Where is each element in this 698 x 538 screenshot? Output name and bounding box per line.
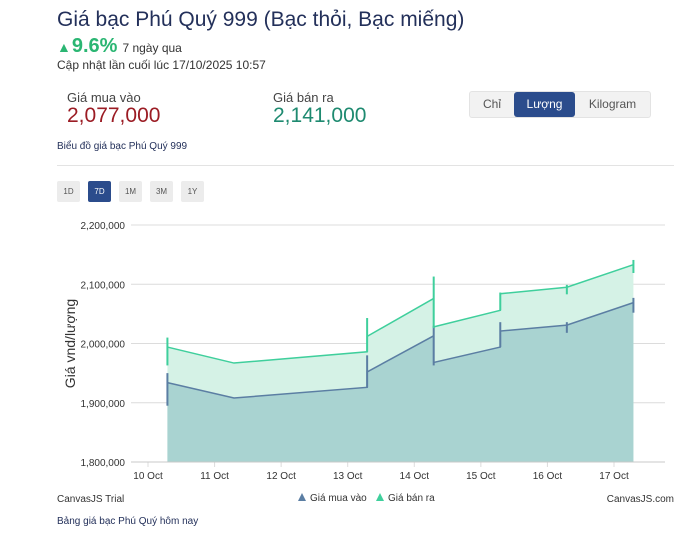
x-tick-label: 11 Oct	[200, 471, 229, 482]
divider	[57, 165, 674, 166]
range-3m-button[interactable]: 3M	[150, 181, 173, 202]
y-tick-label: 1,900,000	[81, 399, 126, 410]
price-change: ▲ 9.6% 7 ngày qua	[57, 35, 182, 58]
y-axis-label: Giá vnd/lượng	[62, 299, 78, 388]
buy-price-label: Giá mua vào	[67, 90, 141, 105]
x-tick-label: 13 Oct	[333, 471, 363, 482]
chart-credit-right: CanvasJS.com	[607, 494, 674, 505]
y-tick-label: 2,100,000	[81, 280, 126, 291]
x-tick-label: 12 Oct	[266, 471, 296, 482]
tab-chi[interactable]: Chỉ	[482, 97, 501, 111]
legend-buy-icon	[298, 493, 306, 501]
sell-price-value: 2,141,000	[273, 104, 367, 127]
y-tick-label: 1,800,000	[81, 458, 126, 469]
change-period: 7 ngày qua	[122, 41, 182, 55]
chart-legend: Giá mua vào Giá bán ra	[298, 493, 435, 504]
y-tick-label: 2,200,000	[81, 221, 126, 232]
change-percent: 9.6%	[71, 35, 118, 57]
x-tick-label: 10 Oct	[133, 471, 163, 482]
x-tick-label: 15 Oct	[466, 471, 496, 482]
tab-luong[interactable]: Lượng	[514, 92, 575, 117]
page-title: Giá bạc Phú Quý 999 (Bạc thỏi, Bạc miếng…	[57, 8, 465, 31]
range-1m-button[interactable]: 1M	[119, 181, 142, 202]
legend-sell-label: Giá bán ra	[388, 493, 435, 504]
unit-tabs: Chỉ Lượng Kilogram	[469, 91, 651, 118]
up-arrow-icon: ▲	[57, 39, 71, 55]
x-tick-label: 17 Oct	[599, 471, 629, 482]
range-7d-button[interactable]: 7D	[88, 181, 111, 202]
range-1y-button[interactable]: 1Y	[181, 181, 204, 202]
x-tick-label: 14 Oct	[400, 471, 430, 482]
legend-sell-icon	[376, 493, 384, 501]
tab-kilogram[interactable]: Kilogram	[588, 97, 637, 111]
buy-area	[167, 302, 634, 462]
chart-link[interactable]: Biểu đồ giá bạc Phú Quý 999	[57, 141, 188, 152]
price-chart[interactable]: 1,800,000 1,900,000 2,000,000 2,100,000 2,20…	[0, 205, 698, 510]
chart-credit-left: CanvasJS Trial	[57, 494, 124, 505]
x-tick-label: 16 Oct	[533, 471, 563, 482]
range-tabs: 1D 7D 1M 3M 1Y	[57, 181, 212, 202]
buy-price-value: 2,077,000	[67, 104, 161, 127]
legend-buy-label: Giá mua vào	[310, 493, 367, 504]
last-updated: Cập nhật lần cuối lúc 17/10/2025 10:57	[57, 58, 266, 72]
sell-price-label: Giá bán ra	[273, 90, 334, 105]
price-table-link[interactable]: Bảng giá bạc Phú Quý hôm nay	[57, 516, 199, 527]
range-1d-button[interactable]: 1D	[57, 181, 80, 202]
y-tick-label: 2,000,000	[81, 340, 126, 351]
